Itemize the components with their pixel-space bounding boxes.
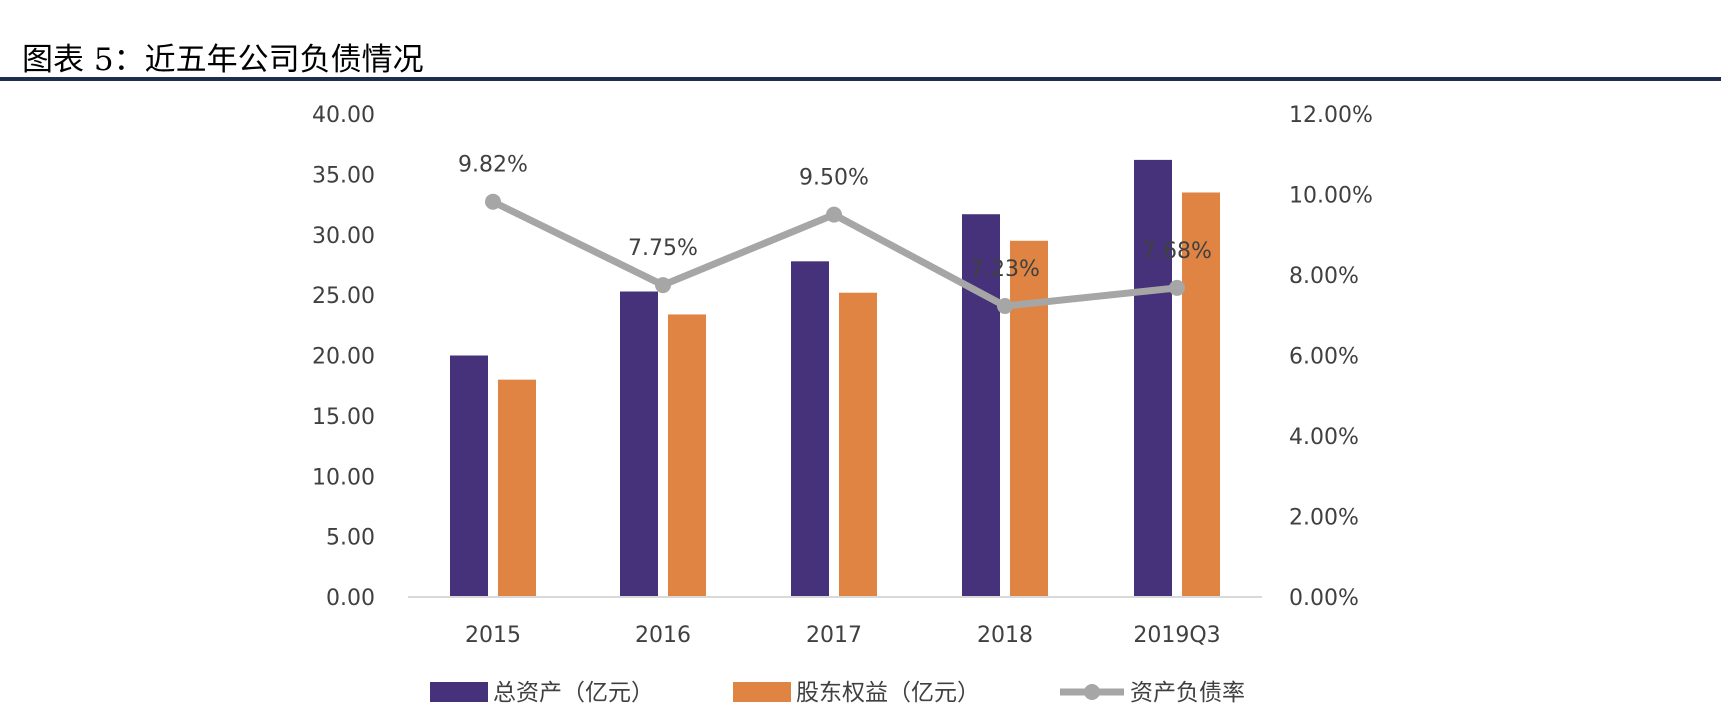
ratio-data-label: 9.82% [458,153,528,178]
legend-label-total-assets: 总资产（亿元） [493,680,654,706]
left-axis-tick: 35.00 [312,163,375,188]
right-axis-tick: 2.00% [1289,506,1359,531]
right-axis-tick: 0.00% [1289,586,1359,611]
legend-swatch-equity [733,682,791,702]
ratio-data-label: 7.68% [1142,239,1212,264]
bar-total-assets [450,355,488,597]
ratio-point [826,206,842,223]
ratio-point [1169,279,1185,296]
bar-total-assets [962,214,1000,597]
bar-equity [1010,240,1048,597]
left-axis-tick: 20.00 [312,345,375,370]
bar-equity [1182,192,1220,598]
bar-equity [668,314,706,597]
bar-equity [498,379,536,597]
ratio-point [997,297,1013,314]
legend-swatch-total-assets [430,682,488,702]
ratio-data-label: 9.50% [799,166,869,191]
title-rule [0,77,1721,81]
ratio-data-label: 7.75% [628,236,698,261]
ratio-data-label: 7.23% [970,257,1040,282]
right-axis-tick: 12.00% [1289,103,1373,128]
x-axis-tick: 2017 [806,623,862,648]
left-axis-tick: 0.00 [326,586,375,611]
legend-label-ratio: 资产负债率 [1130,680,1245,706]
x-axis-tick: 2016 [635,623,691,648]
x-axis-tick: 2018 [977,623,1033,648]
bar-total-assets [791,261,829,597]
left-axis-tick: 40.00 [312,103,375,128]
ratio-point [485,193,501,210]
left-axis-tick: 5.00 [326,526,375,551]
left-axis-tick: 30.00 [312,224,375,249]
left-axis-tick: 25.00 [312,284,375,309]
x-axis-tick: 2019Q3 [1133,623,1220,648]
bar-total-assets [620,291,658,597]
figure-title: 图表 5：近五年公司负债情况 [22,42,424,78]
ratio-point [655,277,671,294]
x-axis-tick: 2015 [465,623,521,648]
bar-equity [839,292,877,597]
bar-total-assets [1134,159,1172,597]
right-axis-tick: 8.00% [1289,264,1359,289]
right-axis-tick: 4.00% [1289,425,1359,450]
right-axis-tick: 10.00% [1289,184,1373,209]
legend-label-equity: 股东权益（亿元） [796,680,980,706]
left-axis-tick: 10.00 [312,465,375,490]
right-axis-tick: 6.00% [1289,345,1359,370]
left-axis-tick: 15.00 [312,405,375,430]
legend-marker-ratio [1084,684,1100,700]
